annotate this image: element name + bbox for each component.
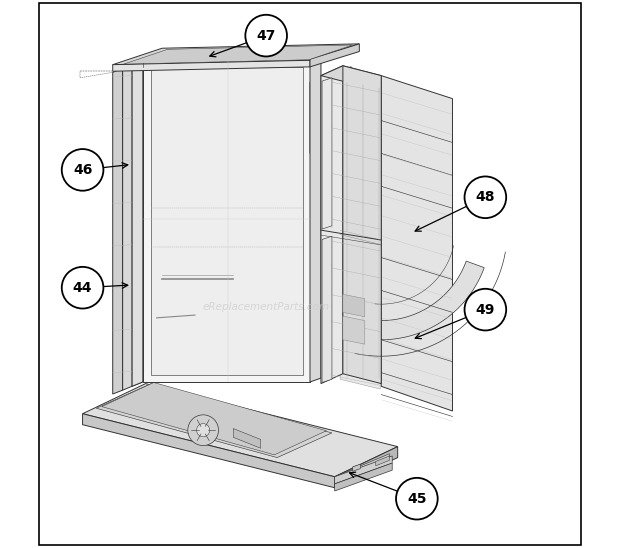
Polygon shape — [113, 60, 310, 71]
Circle shape — [197, 424, 210, 437]
Polygon shape — [102, 383, 327, 455]
Circle shape — [396, 478, 438, 520]
Text: 48: 48 — [476, 190, 495, 204]
Polygon shape — [82, 384, 397, 477]
Text: 45: 45 — [407, 492, 427, 506]
Polygon shape — [123, 65, 132, 390]
Polygon shape — [113, 68, 123, 394]
Polygon shape — [310, 44, 360, 67]
Circle shape — [464, 289, 506, 330]
Polygon shape — [321, 66, 343, 384]
Polygon shape — [343, 316, 365, 344]
Polygon shape — [335, 447, 397, 488]
Text: eReplacementParts.com: eReplacementParts.com — [203, 302, 330, 312]
Polygon shape — [310, 60, 321, 382]
Polygon shape — [322, 236, 332, 383]
Polygon shape — [132, 60, 143, 386]
Polygon shape — [96, 384, 332, 458]
Circle shape — [62, 149, 104, 191]
Polygon shape — [335, 463, 392, 491]
Text: 49: 49 — [476, 302, 495, 317]
Polygon shape — [310, 67, 351, 153]
Circle shape — [246, 15, 287, 56]
Polygon shape — [143, 60, 310, 382]
Text: 44: 44 — [73, 281, 92, 295]
Polygon shape — [233, 429, 260, 448]
Polygon shape — [335, 456, 392, 484]
Polygon shape — [335, 454, 389, 484]
Polygon shape — [321, 66, 381, 85]
Polygon shape — [132, 60, 143, 386]
Polygon shape — [376, 456, 389, 466]
Polygon shape — [340, 68, 380, 389]
Text: 46: 46 — [73, 163, 92, 177]
Circle shape — [62, 267, 104, 309]
Polygon shape — [343, 66, 381, 384]
Polygon shape — [322, 78, 332, 229]
Polygon shape — [151, 67, 303, 375]
Polygon shape — [82, 414, 335, 488]
Polygon shape — [123, 45, 353, 64]
Circle shape — [464, 176, 506, 218]
Polygon shape — [343, 294, 365, 317]
Text: 47: 47 — [257, 28, 276, 43]
Polygon shape — [381, 76, 453, 411]
Polygon shape — [113, 44, 360, 65]
Circle shape — [188, 415, 218, 446]
Polygon shape — [353, 464, 360, 471]
Polygon shape — [381, 261, 484, 340]
